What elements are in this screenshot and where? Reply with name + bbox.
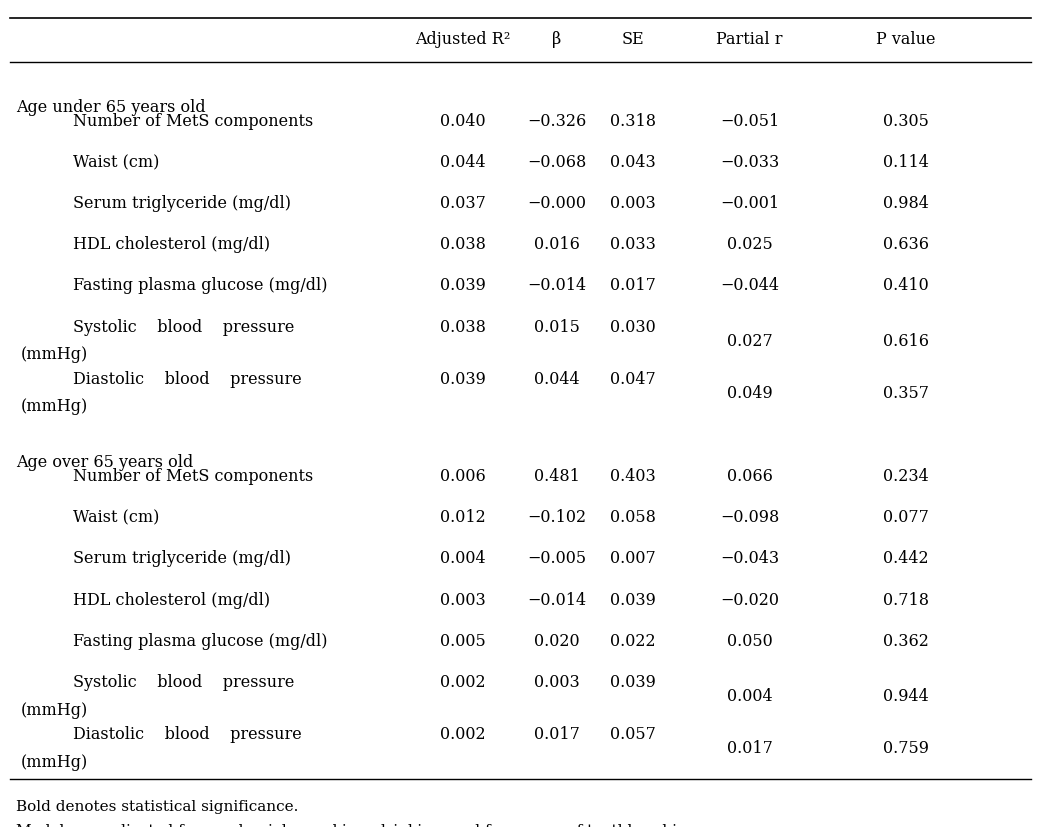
Text: −0.014: −0.014 xyxy=(528,590,586,608)
Text: HDL cholesterol (mg/dl): HDL cholesterol (mg/dl) xyxy=(73,590,270,608)
Text: 0.318: 0.318 xyxy=(610,112,656,130)
Text: β: β xyxy=(553,31,561,48)
Text: −0.000: −0.000 xyxy=(528,195,586,212)
Text: Adjusted R²: Adjusted R² xyxy=(415,31,511,48)
Text: (mmHg): (mmHg) xyxy=(21,346,88,363)
Text: 0.984: 0.984 xyxy=(883,195,929,212)
Text: 0.403: 0.403 xyxy=(610,467,656,485)
Text: Waist (cm): Waist (cm) xyxy=(73,509,159,525)
Text: 0.058: 0.058 xyxy=(610,509,656,525)
Text: Systolic    blood    pressure: Systolic blood pressure xyxy=(73,318,295,335)
Text: 0.636: 0.636 xyxy=(883,236,929,253)
Text: Age under 65 years old: Age under 65 years old xyxy=(16,99,205,116)
Text: 0.050: 0.050 xyxy=(727,632,772,649)
Text: 0.017: 0.017 xyxy=(534,725,580,743)
Text: −0.044: −0.044 xyxy=(720,277,779,294)
Text: 0.057: 0.057 xyxy=(610,725,656,743)
Text: 0.044: 0.044 xyxy=(440,154,486,170)
Text: −0.051: −0.051 xyxy=(720,112,779,130)
Text: HDL cholesterol (mg/dl): HDL cholesterol (mg/dl) xyxy=(73,236,270,253)
Text: 0.002: 0.002 xyxy=(440,725,486,743)
Text: 0.039: 0.039 xyxy=(440,370,486,387)
Text: 0.003: 0.003 xyxy=(534,673,580,690)
Text: Bold denotes statistical significance.: Bold denotes statistical significance. xyxy=(16,799,298,813)
Text: Diastolic    blood    pressure: Diastolic blood pressure xyxy=(73,370,302,387)
Text: 0.016: 0.016 xyxy=(534,236,580,253)
Text: 0.043: 0.043 xyxy=(610,154,656,170)
Text: 0.039: 0.039 xyxy=(610,673,656,690)
Text: (mmHg): (mmHg) xyxy=(21,700,88,718)
Text: Fasting plasma glucose (mg/dl): Fasting plasma glucose (mg/dl) xyxy=(73,277,327,294)
Text: 0.007: 0.007 xyxy=(610,550,656,566)
Text: 0.040: 0.040 xyxy=(440,112,486,130)
Text: 0.039: 0.039 xyxy=(440,277,486,294)
Text: 0.003: 0.003 xyxy=(440,590,486,608)
Text: 0.004: 0.004 xyxy=(727,687,772,704)
Text: 0.004: 0.004 xyxy=(440,550,486,566)
Text: 0.759: 0.759 xyxy=(883,739,929,756)
Text: Age over 65 years old: Age over 65 years old xyxy=(16,454,193,471)
Text: Partial r: Partial r xyxy=(716,31,783,48)
Text: 0.114: 0.114 xyxy=(883,154,929,170)
Text: (mmHg): (mmHg) xyxy=(21,398,88,415)
Text: Waist (cm): Waist (cm) xyxy=(73,154,159,170)
Text: 0.017: 0.017 xyxy=(727,739,772,756)
Text: 0.039: 0.039 xyxy=(610,590,656,608)
Text: 0.044: 0.044 xyxy=(534,370,580,387)
Text: −0.326: −0.326 xyxy=(528,112,586,130)
Text: 0.066: 0.066 xyxy=(727,467,772,485)
Text: 0.017: 0.017 xyxy=(610,277,656,294)
Text: P value: P value xyxy=(875,31,936,48)
Text: Diastolic    blood    pressure: Diastolic blood pressure xyxy=(73,725,302,743)
Text: −0.098: −0.098 xyxy=(720,509,779,525)
Text: −0.102: −0.102 xyxy=(528,509,586,525)
Text: −0.033: −0.033 xyxy=(720,154,779,170)
Text: 0.718: 0.718 xyxy=(883,590,929,608)
Text: 0.234: 0.234 xyxy=(883,467,929,485)
Text: 0.020: 0.020 xyxy=(534,632,580,649)
Text: 0.481: 0.481 xyxy=(534,467,580,485)
Text: 0.037: 0.037 xyxy=(440,195,486,212)
Text: 0.616: 0.616 xyxy=(883,332,929,349)
Text: Number of MetS components: Number of MetS components xyxy=(73,112,313,130)
Text: Fasting plasma glucose (mg/dl): Fasting plasma glucose (mg/dl) xyxy=(73,632,327,649)
Text: 0.049: 0.049 xyxy=(727,385,772,401)
Text: 0.012: 0.012 xyxy=(440,509,486,525)
Text: 0.077: 0.077 xyxy=(883,509,929,525)
Text: Number of MetS components: Number of MetS components xyxy=(73,467,313,485)
Text: 0.944: 0.944 xyxy=(883,687,929,704)
Text: −0.001: −0.001 xyxy=(720,195,779,212)
Text: −0.014: −0.014 xyxy=(528,277,586,294)
Text: −0.043: −0.043 xyxy=(720,550,779,566)
Text: 0.038: 0.038 xyxy=(440,318,486,335)
Text: (mmHg): (mmHg) xyxy=(21,753,88,770)
Text: 0.305: 0.305 xyxy=(883,112,929,130)
Text: 0.003: 0.003 xyxy=(610,195,656,212)
Text: −0.068: −0.068 xyxy=(528,154,586,170)
Text: 0.410: 0.410 xyxy=(883,277,929,294)
Text: −0.005: −0.005 xyxy=(528,550,586,566)
Text: 0.015: 0.015 xyxy=(534,318,580,335)
Text: SE: SE xyxy=(621,31,644,48)
Text: 0.362: 0.362 xyxy=(883,632,929,649)
Text: Systolic    blood    pressure: Systolic blood pressure xyxy=(73,673,295,690)
Text: 0.006: 0.006 xyxy=(440,467,486,485)
Text: 0.442: 0.442 xyxy=(883,550,929,566)
Text: 0.357: 0.357 xyxy=(883,385,929,401)
Text: 0.005: 0.005 xyxy=(440,632,486,649)
Text: 0.027: 0.027 xyxy=(727,332,772,349)
Text: 0.038: 0.038 xyxy=(440,236,486,253)
Text: 0.022: 0.022 xyxy=(610,632,656,649)
Text: Serum triglyceride (mg/dl): Serum triglyceride (mg/dl) xyxy=(73,550,290,566)
Text: Models are adjusted for gender, job, smoking, drinking, and frequency of toothbr: Models are adjusted for gender, job, smo… xyxy=(16,823,701,827)
Text: 0.025: 0.025 xyxy=(727,236,772,253)
Text: Serum triglyceride (mg/dl): Serum triglyceride (mg/dl) xyxy=(73,195,290,212)
Text: 0.047: 0.047 xyxy=(610,370,656,387)
Text: −0.020: −0.020 xyxy=(720,590,779,608)
Text: 0.030: 0.030 xyxy=(610,318,656,335)
Text: 0.033: 0.033 xyxy=(610,236,656,253)
Text: 0.002: 0.002 xyxy=(440,673,486,690)
